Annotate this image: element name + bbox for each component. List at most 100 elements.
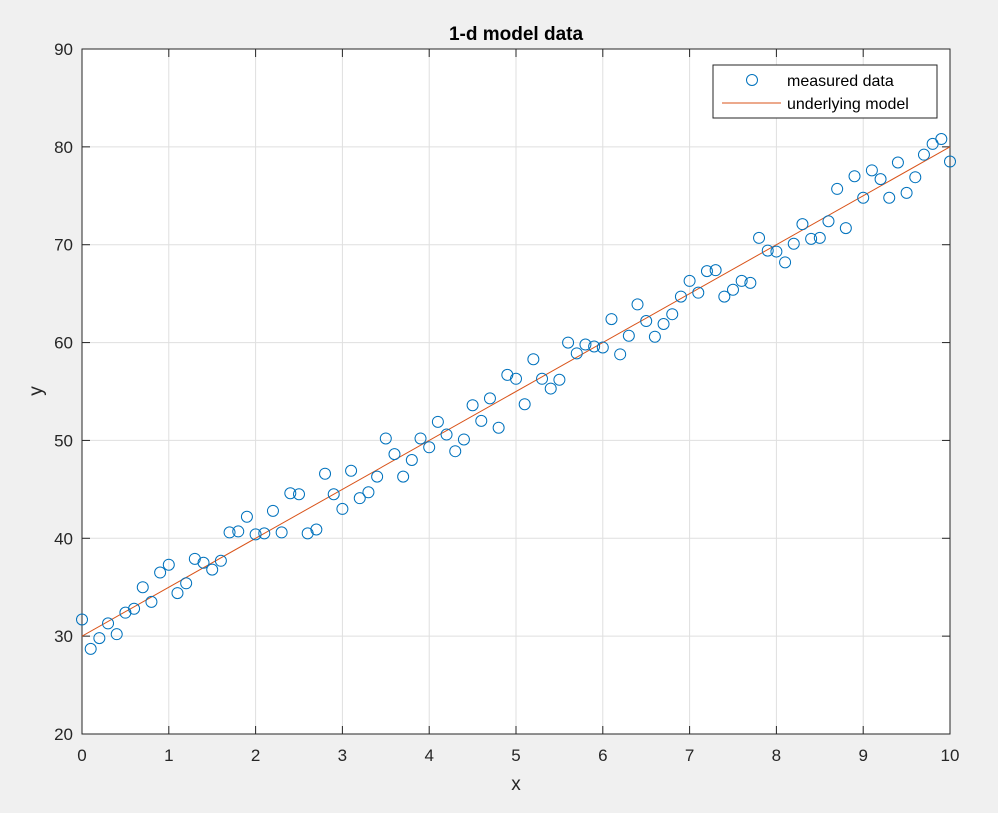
y-tick-label: 60: [54, 334, 73, 353]
data-point: [570, 347, 583, 360]
data-point: [275, 526, 288, 539]
data-point: [770, 245, 783, 258]
data-point: [197, 556, 210, 569]
data-point: [362, 486, 375, 499]
data-point: [935, 133, 948, 146]
data-point: [423, 441, 436, 454]
data-point: [171, 587, 184, 600]
data-point: [848, 170, 861, 183]
data-point: [405, 454, 418, 466]
data-point: [544, 382, 557, 395]
data-point: [76, 613, 88, 626]
data-point: [631, 298, 644, 311]
data-point: [596, 341, 609, 354]
legend-marker-measured: [746, 74, 758, 86]
tick-labels: 0 1 2 3 4 5 6 7 8 9 10 20 30 40 50 60 70 80 90: [54, 40, 959, 765]
x-tick-label: 9: [858, 746, 867, 765]
data-point: [536, 372, 549, 385]
data-point: [865, 164, 878, 177]
x-tick-label: 3: [338, 746, 347, 765]
data-point: [900, 186, 913, 199]
data-point: [319, 467, 332, 480]
chart-title: 1-d model data: [449, 24, 584, 45]
x-tick-label: 10: [941, 746, 960, 765]
data-point: [154, 566, 167, 579]
x-tick-label: 4: [424, 746, 433, 765]
data-point: [206, 563, 219, 576]
data-point: [753, 231, 766, 244]
data-point: [93, 632, 106, 645]
data-point: [449, 445, 462, 458]
data-point: [761, 244, 774, 257]
data-point: [136, 581, 149, 594]
y-tick-label: 80: [54, 138, 73, 157]
x-tick-label: 0: [77, 746, 86, 765]
data-point: [414, 432, 427, 445]
data-point: [336, 502, 349, 515]
data-point: [813, 231, 826, 244]
series: [76, 133, 956, 655]
data-point: [162, 558, 175, 571]
y-tick-label: 50: [54, 431, 73, 450]
data-point: [180, 577, 193, 590]
data-point: [891, 156, 904, 169]
data-point: [805, 232, 818, 245]
data-point: [110, 628, 123, 641]
data-point: [614, 348, 627, 361]
data-point: [787, 237, 800, 250]
data-point: [857, 191, 870, 204]
x-tick-label: 8: [772, 746, 781, 765]
data-point: [440, 428, 453, 441]
data-point: [327, 488, 340, 501]
data-point: [345, 464, 358, 477]
x-tick-label: 5: [511, 746, 520, 765]
data-point: [822, 215, 835, 228]
y-tick-label: 90: [54, 40, 73, 59]
y-tick-label: 40: [54, 529, 73, 548]
data-point: [128, 602, 141, 615]
axes: [81, 48, 951, 735]
data-point: [831, 182, 844, 195]
data-point: [266, 504, 279, 517]
data-point: [648, 330, 661, 343]
data-point: [492, 421, 505, 434]
data-point: [483, 392, 496, 405]
y-tick-label: 70: [54, 236, 73, 255]
data-point: [84, 642, 97, 655]
data-point: [588, 340, 601, 353]
legend-box: [712, 64, 938, 119]
data-point: [310, 523, 323, 536]
data-point: [700, 265, 713, 278]
y-tick-label: 20: [54, 725, 73, 744]
data-point: [240, 510, 253, 523]
data-point: [839, 222, 852, 235]
data-point: [510, 372, 522, 385]
x-tick-label: 7: [685, 746, 694, 765]
x-axis-label: x: [511, 774, 521, 795]
data-point: [640, 315, 653, 328]
data-point: [249, 528, 262, 541]
y-tick-label: 30: [54, 627, 73, 646]
data-point: [232, 525, 245, 538]
data-point: [397, 470, 410, 483]
data-point: [718, 290, 731, 303]
data-point: [883, 191, 896, 204]
data-point: [293, 488, 305, 501]
data-point: [666, 308, 679, 321]
legend-entry-model: underlying model: [787, 96, 909, 113]
data-point: [874, 173, 887, 186]
x-tick-label: 1: [164, 746, 173, 765]
data-point: [353, 492, 366, 505]
data-point: [735, 274, 748, 287]
data-point: [579, 338, 592, 351]
data-point: [553, 373, 566, 386]
data-point: [284, 487, 297, 500]
data-point: [917, 148, 930, 161]
data-point: [457, 433, 470, 446]
data-point: [622, 329, 635, 342]
legend[interactable]: measured data underlying model: [712, 64, 938, 119]
data-point: [371, 470, 384, 483]
data-point: [527, 353, 540, 366]
